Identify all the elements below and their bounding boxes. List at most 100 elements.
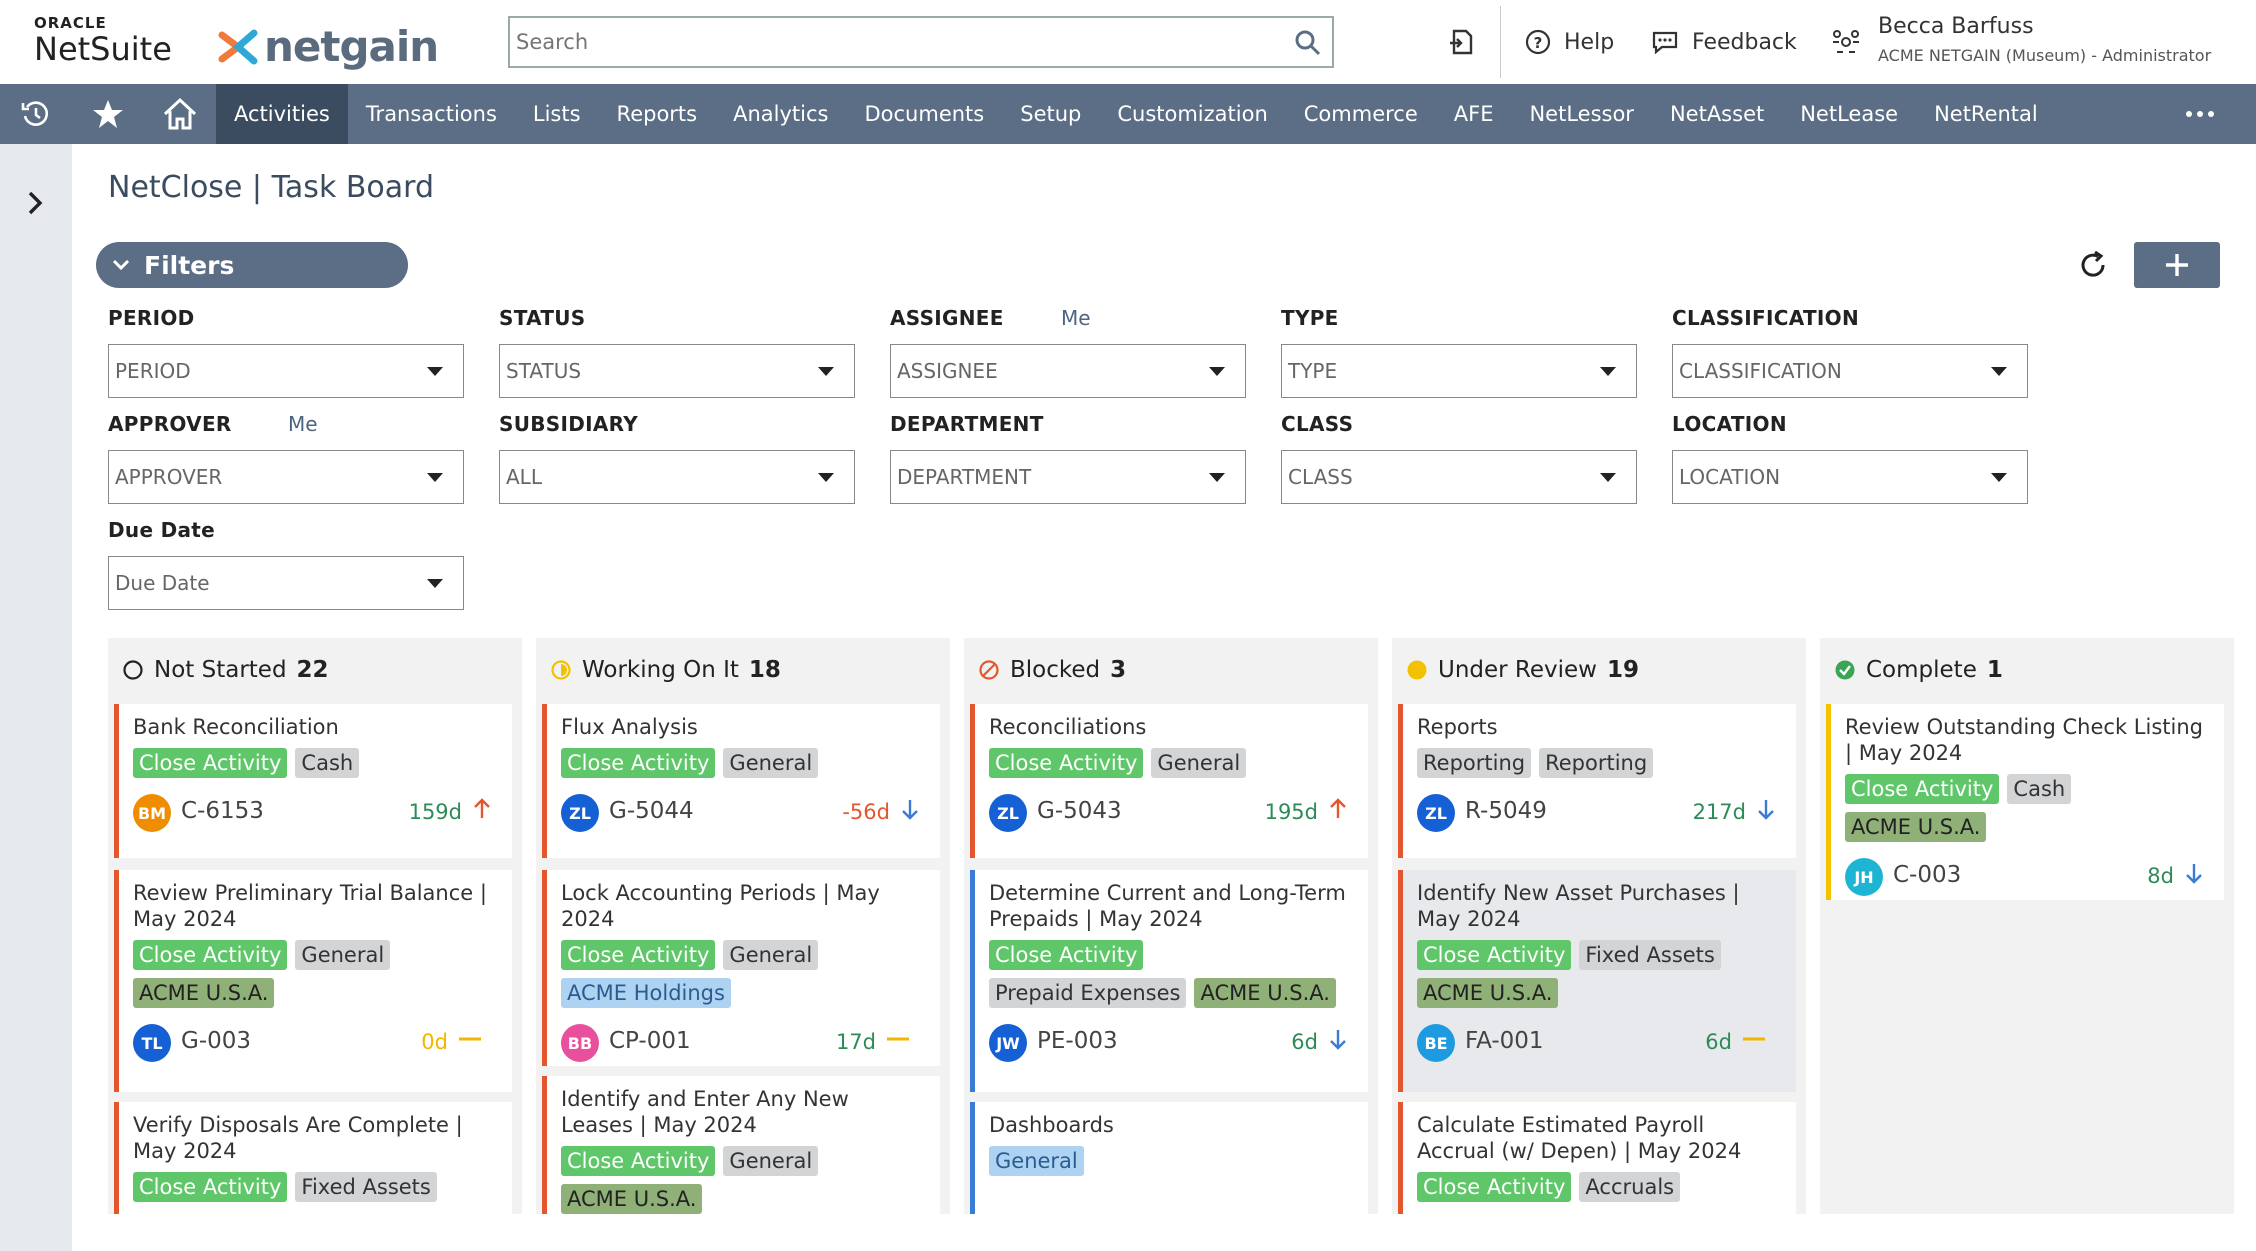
type-value: TYPE	[1288, 359, 1338, 383]
nav-setup[interactable]: Setup	[1020, 102, 1082, 126]
assignee-me-link[interactable]: Me	[1061, 306, 1091, 330]
task-id: CP-001	[609, 1028, 691, 1054]
help-icon: ?	[1525, 29, 1551, 55]
role-switch-button[interactable]	[1830, 0, 1862, 84]
column-count: 19	[1607, 657, 1640, 683]
home-button[interactable]	[144, 84, 216, 144]
caret-down-icon	[427, 473, 443, 482]
page-title: NetClose | Task Board	[108, 170, 435, 205]
task-id: R-5049	[1465, 798, 1547, 824]
board-column: Complete 1 Review Outstanding Check Listin…	[1820, 638, 2234, 1214]
user-menu[interactable]: Becca Barfuss ACME NETGAIN (Museum) - Ad…	[1878, 16, 2211, 64]
assignee-avatar[interactable]: BE	[1417, 1024, 1455, 1062]
home-icon	[163, 97, 197, 130]
feedback-link[interactable]: Feedback	[1650, 28, 1797, 56]
help-link[interactable]: ? Help	[1524, 28, 1614, 56]
nav-commerce[interactable]: Commerce	[1303, 102, 1418, 126]
filters-label: Filters	[144, 250, 235, 280]
task-tag: General	[723, 940, 819, 970]
assignee-avatar[interactable]: BM	[133, 794, 171, 832]
task-card[interactable]: Determine Current and Long-Term Prepaids…	[970, 870, 1368, 1092]
task-tag: Close Activity	[989, 940, 1144, 970]
approver-select[interactable]: APPROVER	[108, 450, 464, 504]
period-select[interactable]: PERIOD	[108, 344, 464, 398]
column-header: Blocked 3	[964, 638, 1378, 702]
assignee-avatar[interactable]: TL	[133, 1024, 171, 1062]
task-tag: Reporting	[1539, 748, 1654, 778]
due-date-label: Due Date	[108, 518, 215, 542]
nav-transactions[interactable]: Transactions	[365, 102, 497, 126]
task-card[interactable]: Bank Reconciliation Close Activity Cash BM C…	[114, 704, 512, 858]
subsidiary-select[interactable]: ALL	[499, 450, 855, 504]
netsuite-logo[interactable]: ORACLE NetSuite	[34, 16, 172, 66]
period-value: PERIOD	[115, 359, 191, 383]
task-tag: ACME U.S.A.	[561, 1184, 703, 1214]
task-card[interactable]: Dashboards General	[970, 1102, 1368, 1214]
task-footer: BE FA-001 6d	[1417, 1014, 1796, 1070]
nav-analytics[interactable]: Analytics	[733, 102, 829, 126]
approver-me-link[interactable]: Me	[288, 412, 318, 436]
task-footer: JH C-003 8d	[1845, 848, 2224, 904]
task-tag: Close Activity	[133, 1172, 288, 1202]
due-date-value: Due Date	[115, 571, 210, 595]
nav-customization[interactable]: Customization	[1117, 102, 1268, 126]
task-footer: JW PE-003 6d	[989, 1014, 1368, 1070]
location-select[interactable]: LOCATION	[1672, 450, 2028, 504]
nav-afe[interactable]: AFE	[1453, 102, 1494, 126]
assignee-avatar[interactable]: ZL	[1417, 794, 1455, 832]
recent-records-button[interactable]	[1446, 0, 1476, 84]
nav-lists[interactable]: Lists	[532, 102, 581, 126]
nav-netasset[interactable]: NetAsset	[1669, 102, 1765, 126]
search-icon[interactable]	[1294, 29, 1322, 57]
plus-icon	[2166, 254, 2188, 276]
days-remaining: 8d	[2147, 864, 2174, 888]
more-menu-icon[interactable]	[2186, 84, 2214, 144]
nav-activities[interactable]: Activities	[216, 84, 348, 144]
task-title: Identify New Asset Purchases | May 2024	[1417, 881, 1740, 931]
task-card[interactable]: Identify and Enter Any New Leases | May …	[542, 1076, 940, 1214]
task-card[interactable]: Review Outstanding Check Listing | May 2…	[1826, 704, 2224, 900]
favorites-button[interactable]	[72, 84, 144, 144]
nav-netlessor[interactable]: NetLessor	[1529, 102, 1634, 126]
days-remaining: 159d	[408, 800, 462, 824]
chevron-right-icon[interactable]	[22, 188, 50, 218]
assignee-select[interactable]: ASSIGNEE	[890, 344, 1246, 398]
type-select[interactable]: TYPE	[1281, 344, 1637, 398]
task-card[interactable]: Calculate Estimated Payroll Accrual (w/ …	[1398, 1102, 1796, 1214]
task-card[interactable]: Identify New Asset Purchases | May 2024 C…	[1398, 870, 1796, 1092]
department-select[interactable]: DEPARTMENT	[890, 450, 1246, 504]
nav-netrental[interactable]: NetRental	[1934, 102, 2038, 126]
nav-netlease[interactable]: NetLease	[1800, 102, 1899, 126]
assignee-avatar[interactable]: ZL	[561, 794, 599, 832]
assignee-avatar[interactable]: ZL	[989, 794, 1027, 832]
task-tag: Fixed Assets	[295, 1172, 437, 1202]
assignee-avatar[interactable]: JW	[989, 1024, 1027, 1062]
nav-documents[interactable]: Documents	[864, 102, 985, 126]
task-tags: Close Activity General	[561, 748, 940, 778]
class-select[interactable]: CLASS	[1281, 450, 1637, 504]
assignee-avatar[interactable]: JH	[1845, 858, 1883, 896]
column-header: Working On It 18	[536, 638, 950, 702]
task-card[interactable]: Verify Disposals Are Complete | May 2024…	[114, 1102, 512, 1214]
task-card[interactable]: Reports Reporting Reporting ZL R-5049 217d	[1398, 704, 1796, 858]
status-select[interactable]: STATUS	[499, 344, 855, 398]
add-task-button[interactable]	[2134, 242, 2220, 288]
recent-button[interactable]	[0, 84, 72, 144]
task-card[interactable]: Review Preliminary Trial Balance | May 2…	[114, 870, 512, 1092]
user-role: ACME NETGAIN (Museum) - Administrator	[1878, 46, 2212, 65]
task-card[interactable]: Flux Analysis Close Activity General ZL G-50…	[542, 704, 940, 858]
search-input[interactable]	[510, 18, 1270, 66]
classification-select[interactable]: CLASSIFICATION	[1672, 344, 2028, 398]
nav-reports[interactable]: Reports	[616, 102, 698, 126]
department-value: DEPARTMENT	[897, 465, 1032, 489]
assignee-avatar[interactable]: BB	[561, 1024, 599, 1062]
task-card[interactable]: Lock Accounting Periods | May 2024 Close …	[542, 870, 940, 1066]
refresh-icon[interactable]	[2076, 248, 2110, 282]
caret-down-icon	[1600, 367, 1616, 376]
global-search[interactable]	[508, 16, 1334, 68]
due-date-select[interactable]: Due Date	[108, 556, 464, 610]
task-footer: ZL G-5044 -56d	[561, 784, 940, 840]
filters-toggle[interactable]: Filters	[96, 242, 408, 288]
days-remaining: 17d	[835, 1030, 876, 1054]
task-card[interactable]: Reconciliations Close Activity General ZL G-…	[970, 704, 1368, 858]
